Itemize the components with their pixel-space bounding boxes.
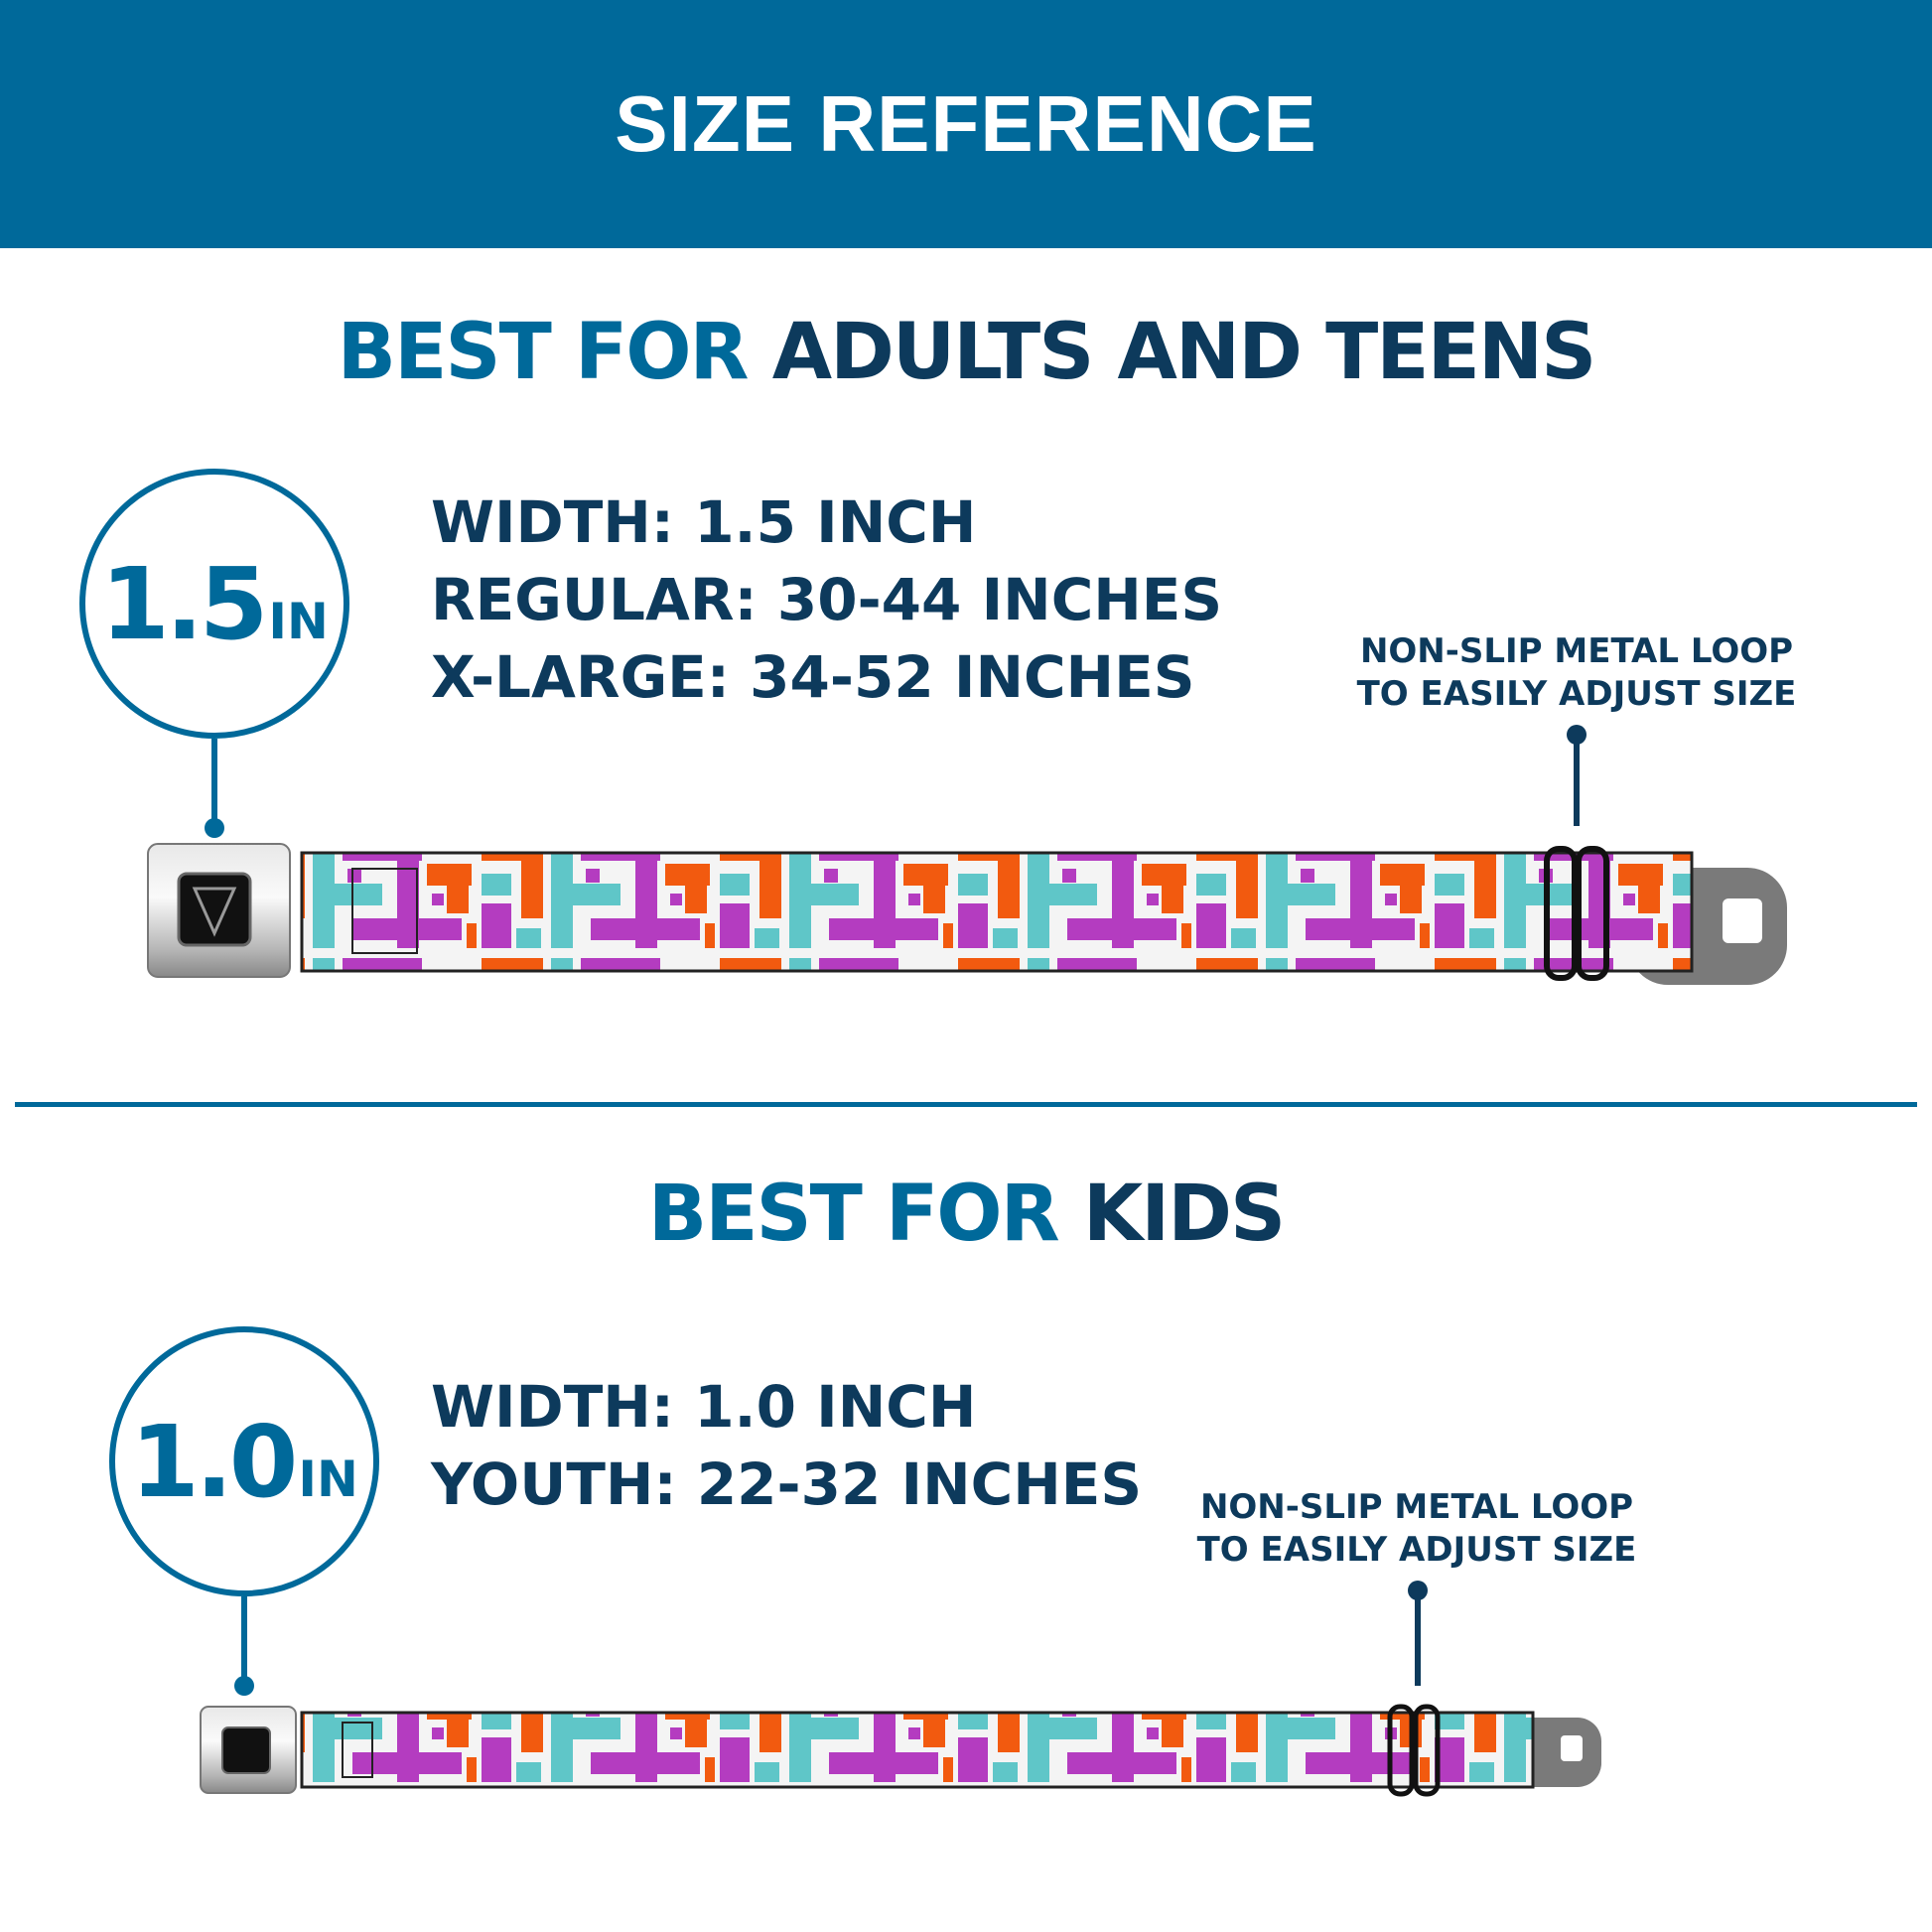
buckle-logo-icon (177, 872, 252, 947)
kids-heading: BEST FOR KIDS (647, 1170, 1286, 1259)
width-badge-kids: 1.0 IN (109, 1326, 379, 1596)
badge-connector (241, 1596, 247, 1684)
page-title: SIZE REFERENCE (615, 79, 1317, 168)
header-banner (0, 0, 1932, 248)
width-badge-adults: 1.5 IN (79, 469, 349, 739)
section-divider (15, 1102, 1917, 1107)
adults-loop-note: NON-SLIP METAL LOOP TO EASILY ADJUST SIZ… (1356, 631, 1797, 714)
badge-connector-dot (234, 1676, 254, 1696)
adults-heading: BEST FOR ADULTS AND TEENS (337, 308, 1597, 397)
kids-specs: WIDTH: 1.0 INCH YOUTH: 22-32 INCHES (431, 1373, 1143, 1518)
pointer-line (1574, 735, 1580, 826)
kids-loop-note: NON-SLIP METAL LOOP TO EASILY ADJUST SIZ… (1196, 1487, 1637, 1570)
adults-specs: WIDTH: 1.5 INCH REGULAR: 30-44 INCHES X-… (431, 488, 1223, 711)
badge-connector-dot (205, 818, 224, 838)
badge-connector (211, 739, 217, 828)
buckle-logo-icon (221, 1726, 271, 1774)
pointer-line (1415, 1590, 1421, 1686)
